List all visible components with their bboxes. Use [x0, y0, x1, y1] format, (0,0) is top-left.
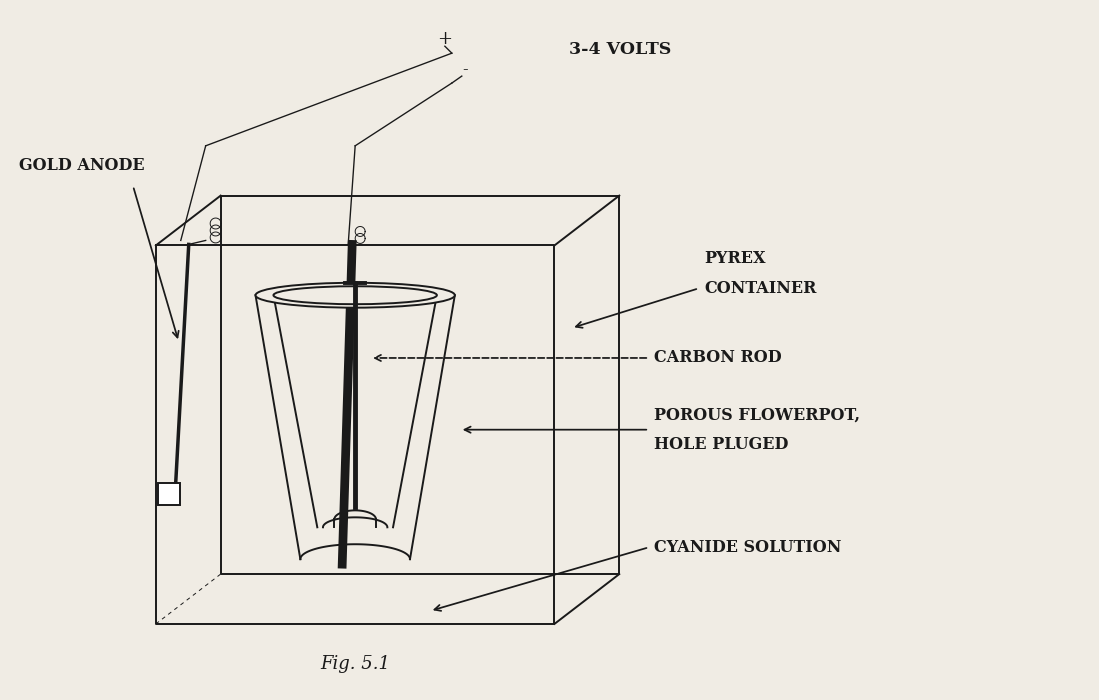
Text: +: +: [437, 30, 453, 48]
Text: CYANIDE SOLUTION: CYANIDE SOLUTION: [654, 539, 842, 556]
Text: PYREX: PYREX: [704, 250, 766, 267]
Text: Fig. 5.1: Fig. 5.1: [320, 654, 390, 673]
Bar: [158, 484, 180, 505]
Text: CARBON ROD: CARBON ROD: [654, 349, 781, 367]
Text: -: -: [462, 61, 467, 78]
Text: POROUS FLOWERPOT,: POROUS FLOWERPOT,: [654, 406, 861, 424]
Text: GOLD ANODE: GOLD ANODE: [20, 158, 145, 174]
Ellipse shape: [255, 283, 455, 308]
Text: HOLE PLUGED: HOLE PLUGED: [654, 436, 788, 453]
Text: 3-4 VOLTS: 3-4 VOLTS: [569, 41, 671, 57]
Ellipse shape: [274, 286, 437, 304]
Text: CONTAINER: CONTAINER: [704, 280, 817, 297]
